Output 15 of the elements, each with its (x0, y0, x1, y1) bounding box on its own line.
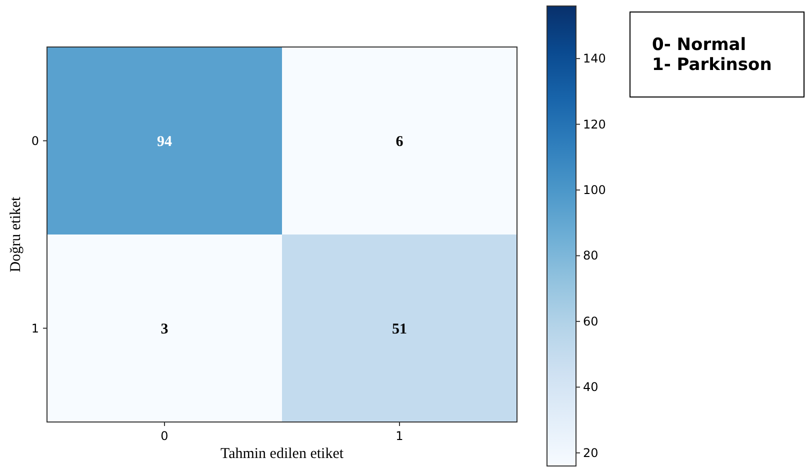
data-label: 94 (157, 134, 172, 150)
color-bar-label: 20 (583, 446, 598, 460)
x-axis-title: Tahmin edilen etiket (220, 446, 344, 462)
text: 0- Normal (652, 35, 746, 55)
color-bar-label: 40 (583, 380, 598, 394)
color-bar-label: 100 (583, 183, 606, 197)
data-label: 51 (392, 321, 407, 338)
color-bar-label: 120 (583, 117, 606, 132)
text: 1- Parkinson (652, 55, 772, 75)
data-label: 3 (160, 321, 168, 338)
color-bar-label: 80 (583, 248, 598, 263)
data-label: 6 (396, 134, 404, 150)
color-bar-label: 60 (583, 314, 598, 328)
color-bar-label: 140 (583, 52, 606, 66)
y-axis-title: Doğru etiket (8, 196, 24, 272)
